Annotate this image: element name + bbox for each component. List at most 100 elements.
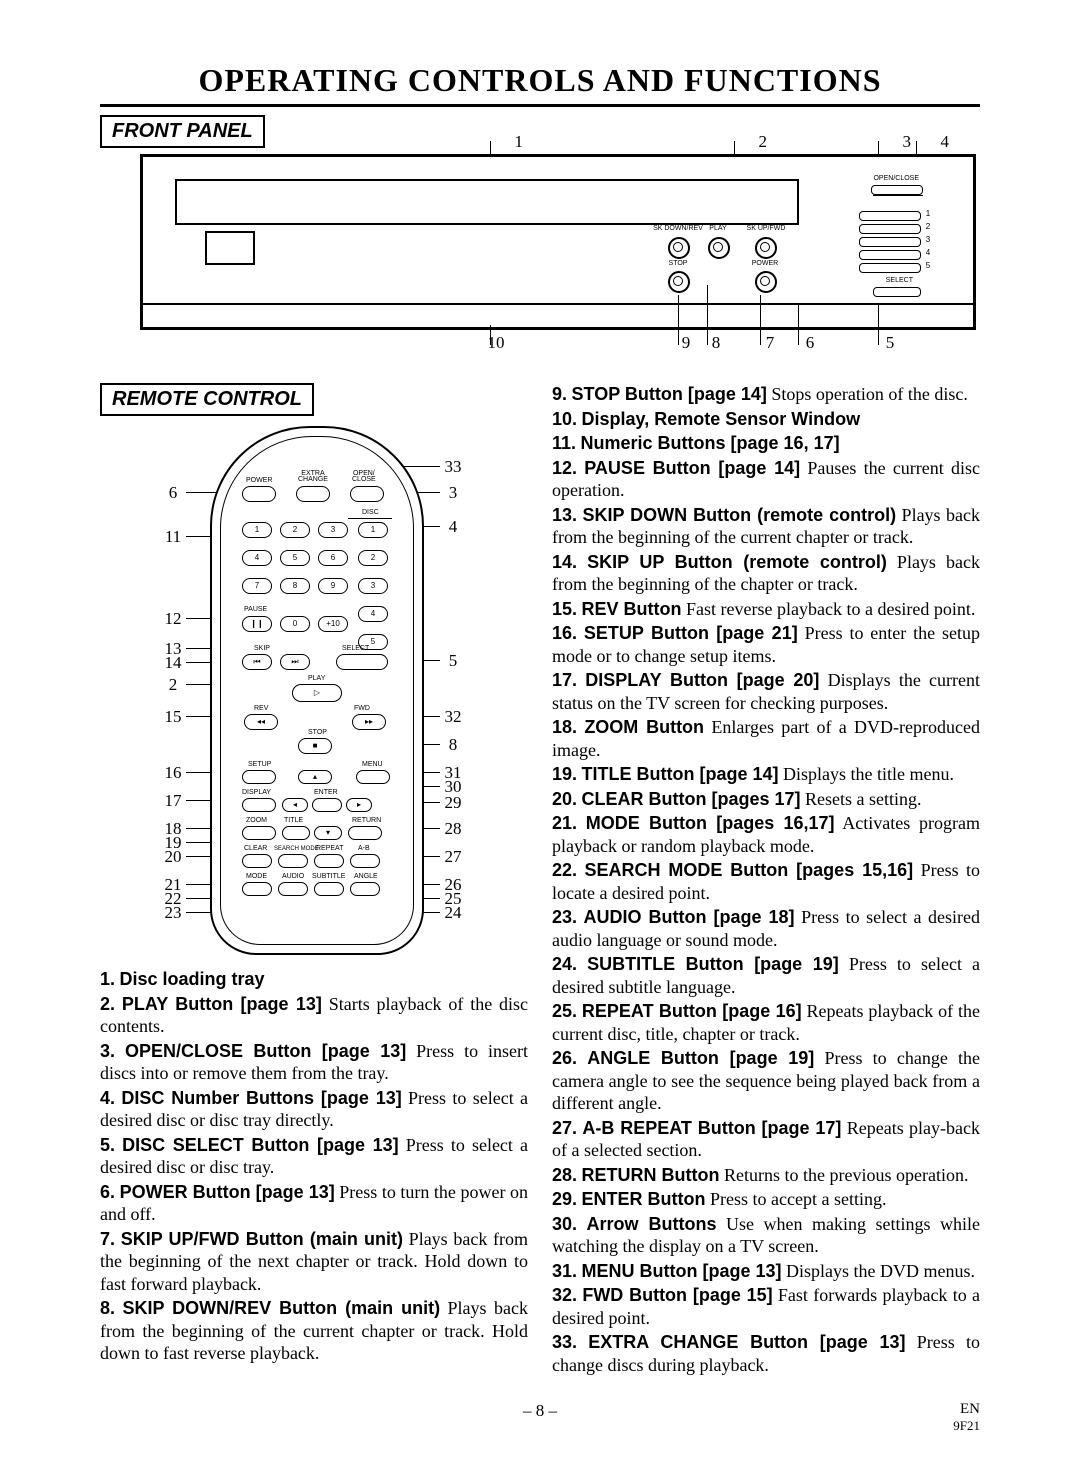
num-3: 3 bbox=[318, 522, 348, 538]
item-desc: 28. RETURN Button Returns to the previou… bbox=[552, 1164, 980, 1187]
rc-callout: 12 bbox=[160, 608, 186, 629]
item-desc: 7. SKIP UP/FWD Button (main unit) Plays … bbox=[100, 1228, 528, 1296]
page-number: – 8 – bbox=[100, 1400, 980, 1421]
num-1: 1 bbox=[242, 522, 272, 538]
item-desc: 30. Arrow Buttons Use when making settin… bbox=[552, 1213, 980, 1258]
front-panel-section: FRONT PANEL 1 2 3 4 OPEN/CLOSE 1 2 3 4 5… bbox=[100, 115, 980, 353]
select-btn bbox=[336, 654, 388, 670]
lang-mark: EN bbox=[960, 1400, 980, 1419]
pad-btn: +10 bbox=[318, 616, 348, 632]
rc-callout: 33 bbox=[440, 456, 466, 477]
rc-callout: 27 bbox=[440, 846, 466, 867]
skip-btn: ⏭ bbox=[280, 654, 310, 670]
item-desc: 26. ANGLE Button [page 19] Press to chan… bbox=[552, 1047, 980, 1115]
fp-callout-top: 2 bbox=[751, 131, 775, 152]
pad-btn: ❙❙ bbox=[242, 616, 272, 632]
fwd-button-icon bbox=[755, 237, 777, 259]
item-desc: 24. SUBTITLE Button [page 19] Press to s… bbox=[552, 953, 980, 998]
disc-3: 3 bbox=[358, 578, 388, 594]
page-title: OPERATING CONTROLS AND FUNCTIONS bbox=[100, 60, 980, 107]
item-desc: 22. SEARCH MODE Button [pages 15,16] Pre… bbox=[552, 859, 980, 904]
power-button-icon bbox=[755, 271, 777, 293]
num-6: 6 bbox=[318, 550, 348, 566]
label-select: SELECT bbox=[886, 277, 913, 286]
item-desc: 19. TITLE Button [page 14] Displays the … bbox=[552, 763, 980, 786]
item-desc: 29. ENTER Button Press to accept a setti… bbox=[552, 1188, 980, 1211]
num-9: 9 bbox=[318, 578, 348, 594]
rc-callout: 14 bbox=[160, 652, 186, 673]
item-desc: 14. SKIP UP Button (remote control) Play… bbox=[552, 551, 980, 596]
front-panel-diagram: OPEN/CLOSE 1 2 3 4 5 SELECT SK DOWN/REV … bbox=[140, 154, 976, 330]
label-play: PLAY bbox=[703, 225, 733, 234]
item-desc: 18. ZOOM Button Enlarges part of a DVD-r… bbox=[552, 716, 980, 761]
item-desc: 15. REV Button Fast reverse playback to … bbox=[552, 598, 980, 621]
rc-callout: 2 bbox=[160, 674, 186, 695]
front-panel-label: FRONT PANEL bbox=[100, 115, 265, 148]
item-desc: 4. DISC Number Buttons [page 13] Press t… bbox=[100, 1087, 528, 1132]
rc-callout: 15 bbox=[160, 706, 186, 727]
item-desc: 21. MODE Button [pages 16,17] Activates … bbox=[552, 812, 980, 857]
item-list-left: 1. Disc loading tray2. PLAY Button [page… bbox=[100, 968, 528, 1365]
item-desc: 13. SKIP DOWN Button (remote control) Pl… bbox=[552, 504, 980, 549]
item-desc: 25. REPEAT Button [page 16] Repeats play… bbox=[552, 1000, 980, 1045]
item-list-right: 9. STOP Button [page 14] Stops operation… bbox=[552, 383, 980, 1376]
fp-callout-top: 4 bbox=[933, 131, 957, 152]
fp-callout-bottom: 6 bbox=[798, 332, 822, 353]
disc-tray-icon bbox=[175, 179, 799, 225]
rc-callout: 6 bbox=[160, 482, 186, 503]
rev-button-icon bbox=[668, 237, 690, 259]
item-desc: 2. PLAY Button [page 13] Starts playback… bbox=[100, 993, 528, 1038]
rc-callout: 24 bbox=[440, 902, 466, 923]
display-window-icon bbox=[205, 231, 255, 265]
rc-callout: 8 bbox=[440, 734, 466, 755]
item-desc: 5. DISC SELECT Button [page 13] Press to… bbox=[100, 1134, 528, 1179]
label-skup: SK UP/FWD bbox=[741, 225, 791, 234]
rc-callout: 16 bbox=[160, 762, 186, 783]
item-desc: 11. Numeric Buttons [page 16, 17] bbox=[552, 432, 980, 455]
disc-1: 1 bbox=[358, 522, 388, 538]
rc-callout: 5 bbox=[440, 650, 466, 671]
num-7: 7 bbox=[242, 578, 272, 594]
item-desc: 12. PAUSE Button [page 14] Pauses the cu… bbox=[552, 457, 980, 502]
label-skdown: SK DOWN/REV bbox=[653, 225, 703, 234]
rc-callout: 11 bbox=[160, 526, 186, 547]
rc-callout: 28 bbox=[440, 818, 466, 839]
item-desc: 32. FWD Button [page 15] Fast forwards p… bbox=[552, 1284, 980, 1329]
item-desc: 31. MENU Button [page 13] Displays the D… bbox=[552, 1260, 980, 1283]
num-8: 8 bbox=[280, 578, 310, 594]
fp-callout-top: 1 bbox=[507, 131, 531, 152]
rc-callout: 4 bbox=[440, 516, 466, 537]
item-desc: 17. DISPLAY Button [page 20] Displays th… bbox=[552, 669, 980, 714]
rc-callout: 23 bbox=[160, 902, 186, 923]
num-5: 5 bbox=[280, 550, 310, 566]
item-desc: 8. SKIP DOWN/REV Button (main unit) Play… bbox=[100, 1297, 528, 1365]
fp-callout-bottom: 5 bbox=[878, 332, 902, 353]
remote-control-label: REMOTE CONTROL bbox=[100, 383, 314, 416]
item-desc: 10. Display, Remote Sensor Window bbox=[552, 408, 980, 431]
pad-btn: 0 bbox=[280, 616, 310, 632]
item-desc: 16. SETUP Button [page 21] Press to ente… bbox=[552, 622, 980, 667]
rc-callout: 3 bbox=[440, 482, 466, 503]
label-open-close: OPEN/CLOSE bbox=[873, 175, 919, 184]
label-power: POWER bbox=[747, 260, 783, 269]
num-2: 2 bbox=[280, 522, 310, 538]
disc-4: 4 bbox=[358, 606, 388, 622]
fp-callout-bottom: 10 bbox=[484, 332, 508, 353]
skip-btn: ⏮ bbox=[242, 654, 272, 670]
rc-callout: 29 bbox=[440, 792, 466, 813]
item-desc: 27. A-B REPEAT Button [page 17] Repeats … bbox=[552, 1117, 980, 1162]
disc-2: 2 bbox=[358, 550, 388, 566]
item-desc: 3. OPEN/CLOSE Button [page 13] Press to … bbox=[100, 1040, 528, 1085]
item-desc: 20. CLEAR Button [pages 17] Resets a set… bbox=[552, 788, 980, 811]
page-footer: – 8 – EN 9F21 bbox=[100, 1400, 980, 1440]
fp-callout-bottom: 7 bbox=[758, 332, 782, 353]
item-desc: 9. STOP Button [page 14] Stops operation… bbox=[552, 383, 980, 406]
remote-diagram: 6111213142151617181920212223 33345328313… bbox=[100, 426, 530, 956]
rc-callout: 32 bbox=[440, 706, 466, 727]
stop-button-icon bbox=[668, 271, 690, 293]
item-desc: 6. POWER Button [page 13] Press to turn … bbox=[100, 1181, 528, 1226]
play-button-icon bbox=[708, 237, 730, 259]
rc-callout: 17 bbox=[160, 790, 186, 811]
rc-callout: 20 bbox=[160, 846, 186, 867]
doc-code: 9F21 bbox=[953, 1418, 980, 1434]
